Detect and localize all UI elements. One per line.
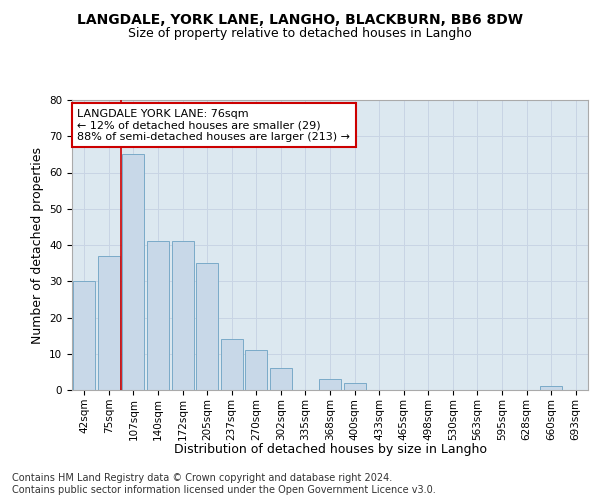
Bar (147, 242, 169, 390)
Bar (221, 339, 243, 390)
Bar (73, 281, 95, 390)
Text: Size of property relative to detached houses in Langho: Size of property relative to detached ho… (128, 28, 472, 40)
Bar (540, 386, 562, 390)
Bar (344, 383, 365, 390)
Text: LANGDALE YORK LANE: 76sqm
← 12% of detached houses are smaller (29)
88% of semi-: LANGDALE YORK LANE: 76sqm ← 12% of detac… (77, 108, 350, 142)
Bar (122, 154, 145, 390)
Bar (319, 379, 341, 390)
Bar (172, 242, 194, 390)
Bar (270, 368, 292, 390)
Bar (98, 256, 120, 390)
Bar (196, 263, 218, 390)
Bar (245, 350, 268, 390)
Y-axis label: Number of detached properties: Number of detached properties (31, 146, 44, 344)
Text: Contains HM Land Registry data © Crown copyright and database right 2024.
Contai: Contains HM Land Registry data © Crown c… (12, 474, 436, 495)
Text: LANGDALE, YORK LANE, LANGHO, BLACKBURN, BB6 8DW: LANGDALE, YORK LANE, LANGHO, BLACKBURN, … (77, 12, 523, 26)
Text: Distribution of detached houses by size in Langho: Distribution of detached houses by size … (173, 442, 487, 456)
